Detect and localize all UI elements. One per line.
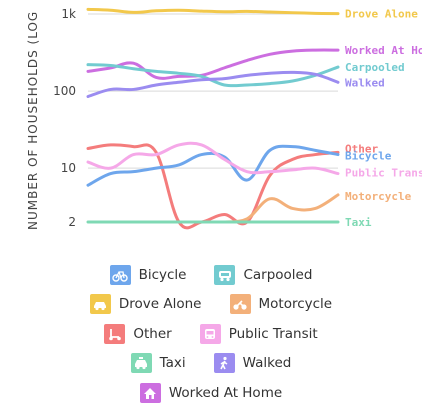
bus-icon [199,323,221,344]
taxi-icon [130,353,152,374]
legend-label: Walked [242,355,292,372]
legend-row: Drove Alone Motorcycle [0,290,422,320]
legend: Bicycle Carpooled Drove Alone Motorcycle Oth… [0,260,422,408]
series-end-labels: Drove Alone Worked At Home Carpooled Walked… [345,8,422,229]
series-line-public-transit [86,141,340,176]
y-axis-ticks: 2 10 100 1k [53,7,76,229]
series-line-motorcycle [222,193,340,224]
series-end-label: Walked [345,76,385,89]
legend-row: Bicycle Carpooled [0,260,422,290]
y-tick-label: 1k [61,7,76,21]
series-end-label: Bicycle [345,150,392,163]
legend-row: Taxi Walked [0,349,422,379]
motorcycle-icon [229,294,251,315]
legend-label: Worked At Home [168,384,283,401]
bicycle-icon [109,264,131,285]
legend-label: Bicycle [138,266,187,283]
legend-item-bicycle[interactable]: Bicycle [109,264,187,285]
series-end-label: Taxi [345,216,372,229]
series-line-other [86,143,340,230]
home-icon [139,382,161,403]
series-line-drove-alone [86,7,340,16]
line-chart: NUMBER OF HOUSEHOLDS (LOG 2 10 100 1k Drove… [26,7,422,230]
legend-label: Motorcycle [258,296,333,313]
series-end-label: Motorcycle [345,190,412,203]
legend-item-carpooled[interactable]: Carpooled [214,264,313,285]
series-line-carpooled [86,63,340,88]
legend-label: Other [133,325,172,342]
legend-row: Other Public Transit [0,319,422,349]
y-tick-label: 100 [53,84,76,98]
y-tick-label: 2 [68,215,76,229]
scooter-icon [104,323,126,344]
legend-item-walked[interactable]: Walked [213,353,292,374]
grid [88,13,338,223]
legend-item-public-transit[interactable]: Public Transit [199,323,318,344]
carpool-icon [214,264,236,285]
walk-icon [213,353,235,374]
legend-label: Public Transit [228,325,318,342]
series-end-label: Public Transit [345,167,422,180]
series-end-label: Carpooled [345,61,405,74]
legend-item-drove-alone[interactable]: Drove Alone [89,294,202,315]
legend-item-worked-at-home[interactable]: Worked At Home [139,382,283,403]
y-tick-label: 10 [61,161,76,175]
legend-item-motorcycle[interactable]: Motorcycle [229,294,333,315]
legend-label: Carpooled [243,266,313,283]
series-end-label: Other [345,142,378,155]
series-end-label: Drove Alone [345,8,418,21]
series-lines [86,7,340,230]
series-line-walked [86,70,340,99]
legend-label: Taxi [159,355,186,372]
series-end-label: Worked At Home [345,44,422,57]
car-icon [89,294,111,315]
series-line-bicycle [86,144,340,187]
y-axis-label: NUMBER OF HOUSEHOLDS (LOG [26,11,40,230]
legend-row: Worked At Home [0,378,422,408]
legend-label: Drove Alone [118,296,202,313]
series-line-worked-at-home [86,48,340,80]
legend-item-taxi[interactable]: Taxi [130,353,186,374]
legend-item-other[interactable]: Other [104,323,172,344]
